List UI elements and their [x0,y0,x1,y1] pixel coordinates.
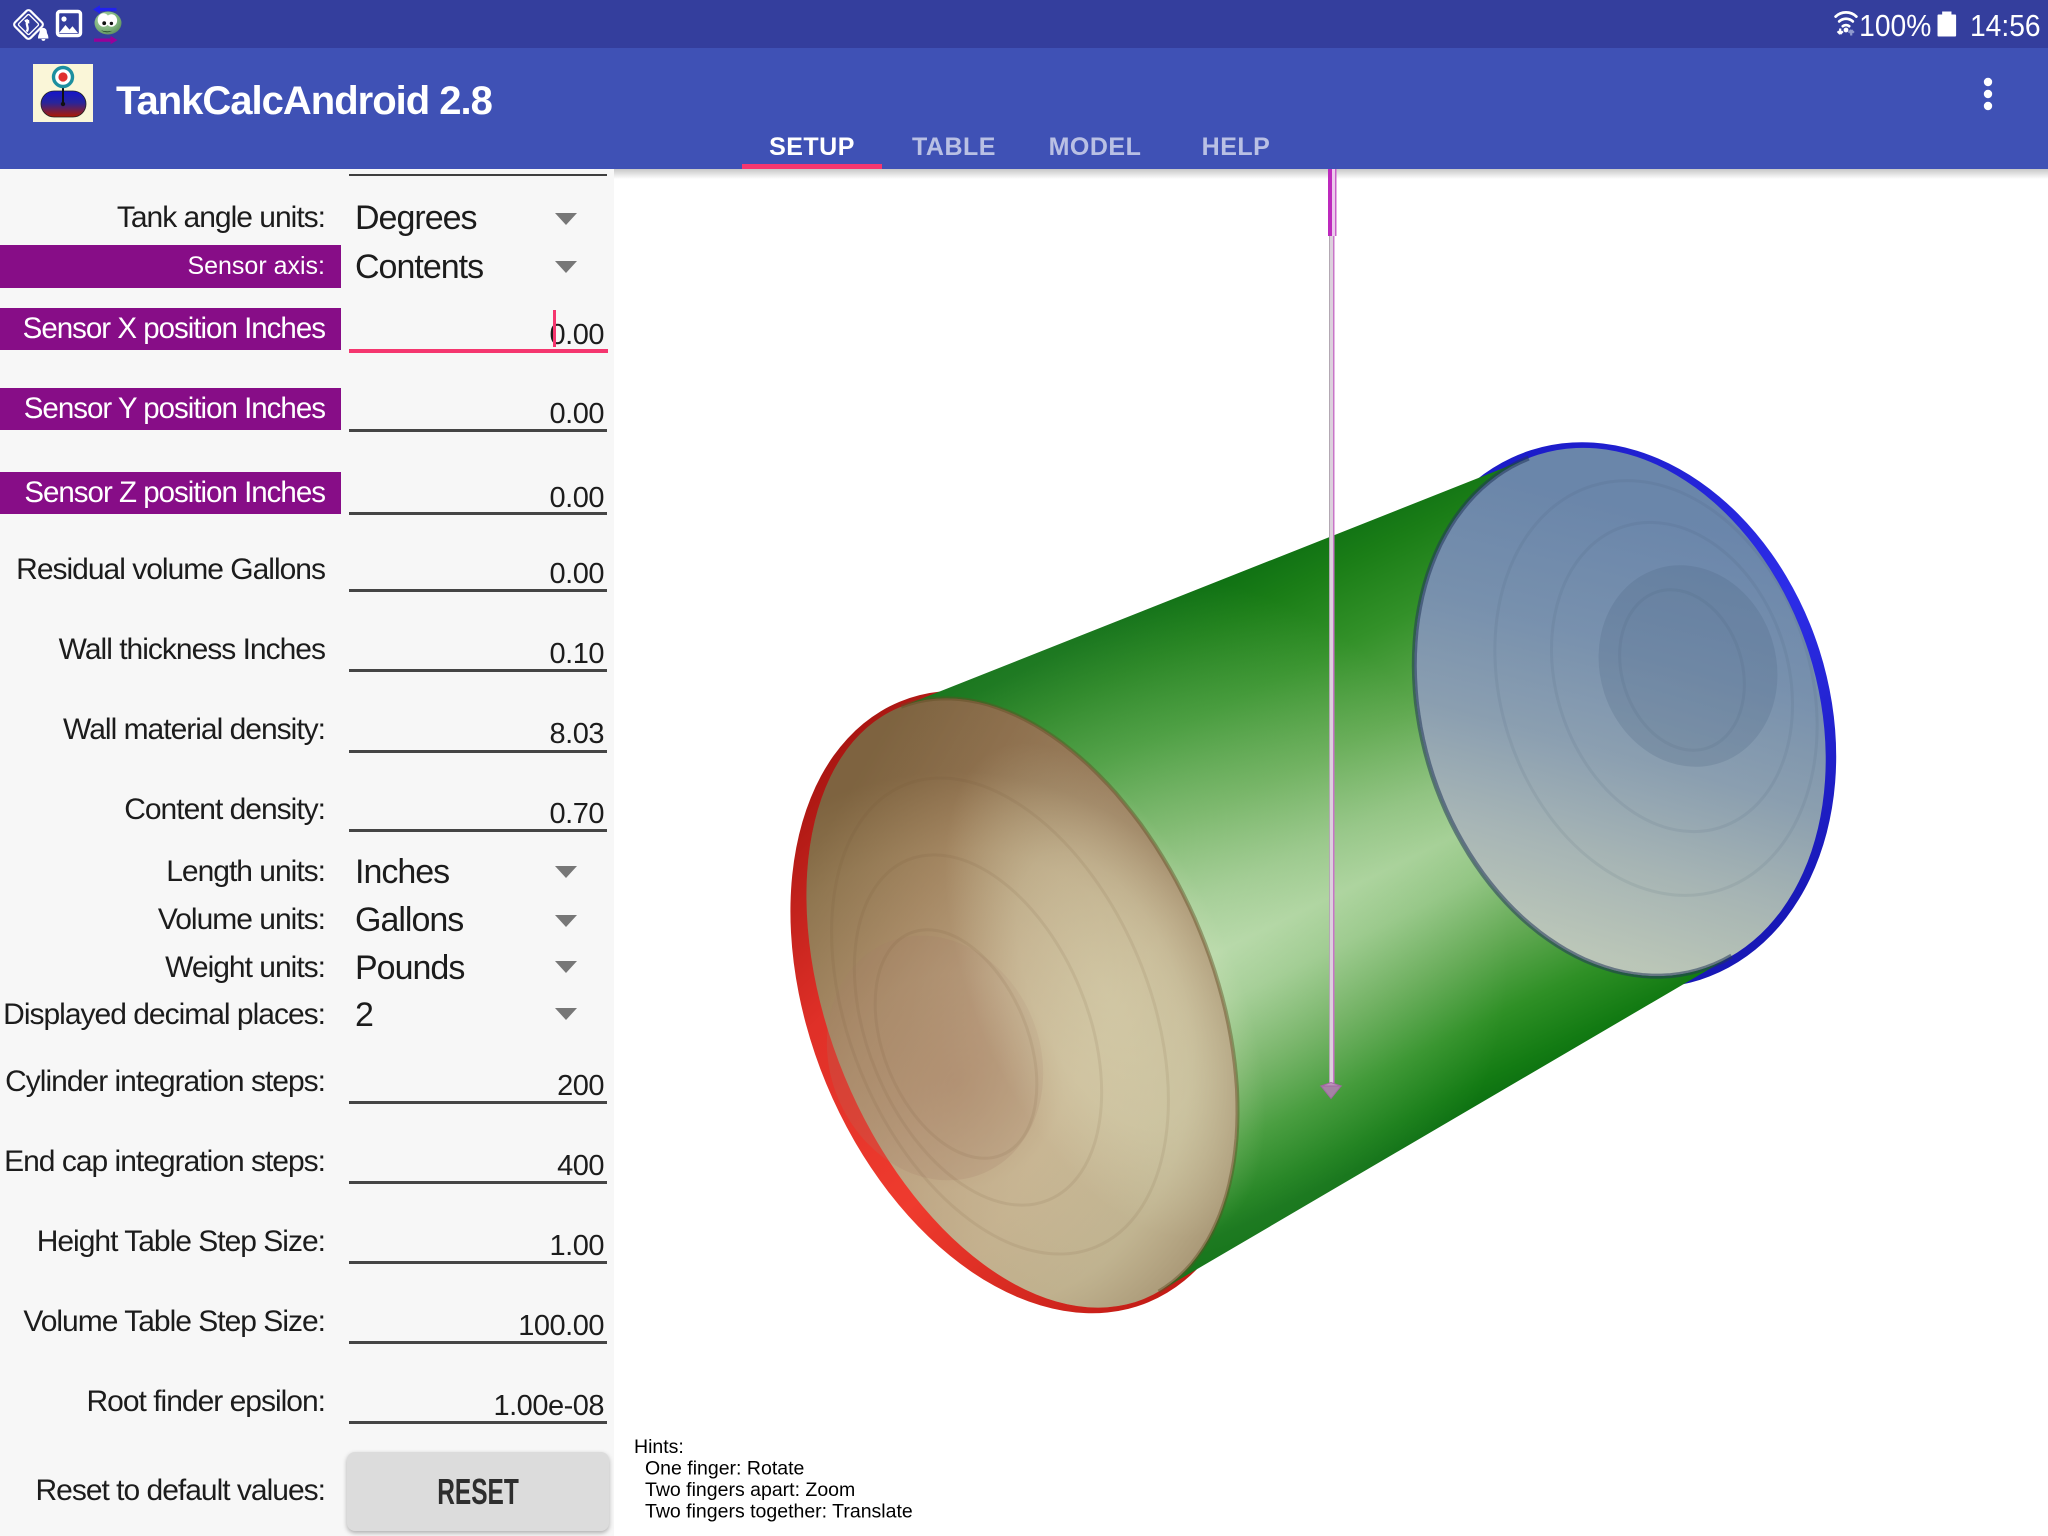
svg-text:Two fingers apart: Zoom: Two fingers apart: Zoom [645,1479,855,1501]
svg-text:Two fingers together: Translat: Two fingers together: Translate [645,1501,913,1523]
svg-text:Hints:: Hints: [634,1436,684,1458]
svg-text:One finger: Rotate: One finger: Rotate [645,1458,804,1480]
